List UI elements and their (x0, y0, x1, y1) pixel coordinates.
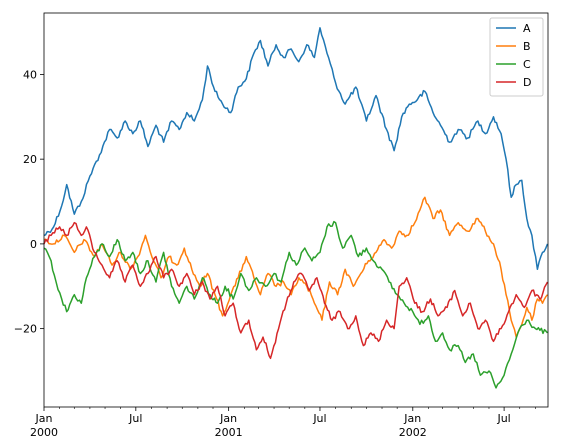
y-tick-label: −20 (14, 323, 37, 336)
y-tick-label: 0 (30, 238, 37, 251)
axes-frame (43, 12, 549, 408)
x-tick-label: Jan (403, 412, 421, 425)
legend-label-b: B (523, 40, 531, 53)
series-layer (43, 27, 549, 389)
x-tick-label: Jul (312, 412, 326, 425)
y-tick-label: 40 (23, 68, 37, 81)
x-tick-label: Jul (128, 412, 142, 425)
x-tick-sublabel: 2000 (30, 426, 58, 439)
x-tick-sublabel: 2001 (215, 426, 243, 439)
series-line-c (43, 220, 549, 389)
series-line-a (43, 27, 549, 271)
x-tick-label: Jan (35, 412, 53, 425)
y-tick-label: 20 (23, 153, 37, 166)
y-axis: 40 20 0 −20 (14, 68, 44, 336)
legend-label-d: D (523, 76, 531, 89)
series-line-d (43, 221, 549, 360)
x-tick-sublabel: 2002 (399, 426, 427, 439)
plot-area (43, 12, 549, 408)
legend-label-a: A (523, 22, 531, 35)
legend-label-c: C (523, 58, 531, 71)
x-tick-label: Jul (496, 412, 510, 425)
series-line-b (43, 196, 549, 338)
x-tick-label: Jan (219, 412, 237, 425)
legend-box (489, 17, 544, 97)
